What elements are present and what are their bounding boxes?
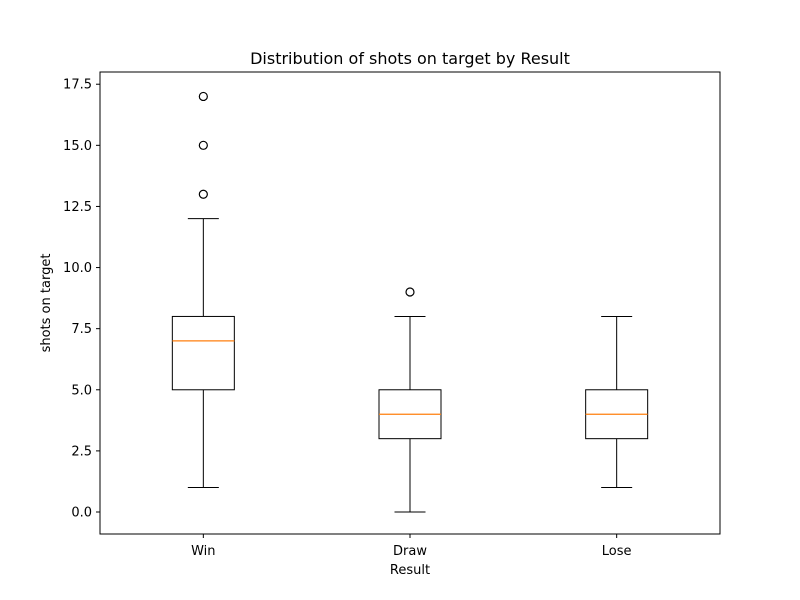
outlier-point: [198, 189, 208, 199]
box-series: [171, 91, 649, 513]
y-axis-label: shots on target: [39, 254, 54, 353]
iqr-box: [171, 315, 235, 391]
y-tick-label: 12.5: [63, 200, 92, 215]
y-tick-label: 17.5: [63, 78, 92, 93]
outlier-point: [198, 91, 208, 102]
y-axis: 0.0 2.5 5.0 7.5 10.0 12.5 15.0 17.5: [63, 78, 100, 521]
x-tick-label: Win: [191, 544, 215, 559]
y-tick-label: 0.0: [71, 506, 92, 521]
y-tick-label: 10.0: [63, 261, 92, 276]
y-tick-label: 15.0: [63, 139, 92, 154]
x-axis-label: Result: [390, 563, 430, 578]
chart-title: Distribution of shots on target by Resul…: [250, 49, 570, 68]
y-tick-label: 5.0: [71, 383, 92, 398]
box-win: [171, 91, 235, 489]
outlier-point: [198, 140, 208, 150]
box-draw: [378, 287, 442, 513]
box-lose: [585, 315, 649, 489]
x-axis: Win Draw Lose: [191, 534, 632, 559]
y-tick-label: 2.5: [71, 444, 92, 459]
x-tick-label: Draw: [393, 544, 427, 559]
x-tick-label: Lose: [602, 544, 632, 559]
y-tick-label: 7.5: [71, 322, 92, 337]
outlier-point: [405, 287, 415, 297]
